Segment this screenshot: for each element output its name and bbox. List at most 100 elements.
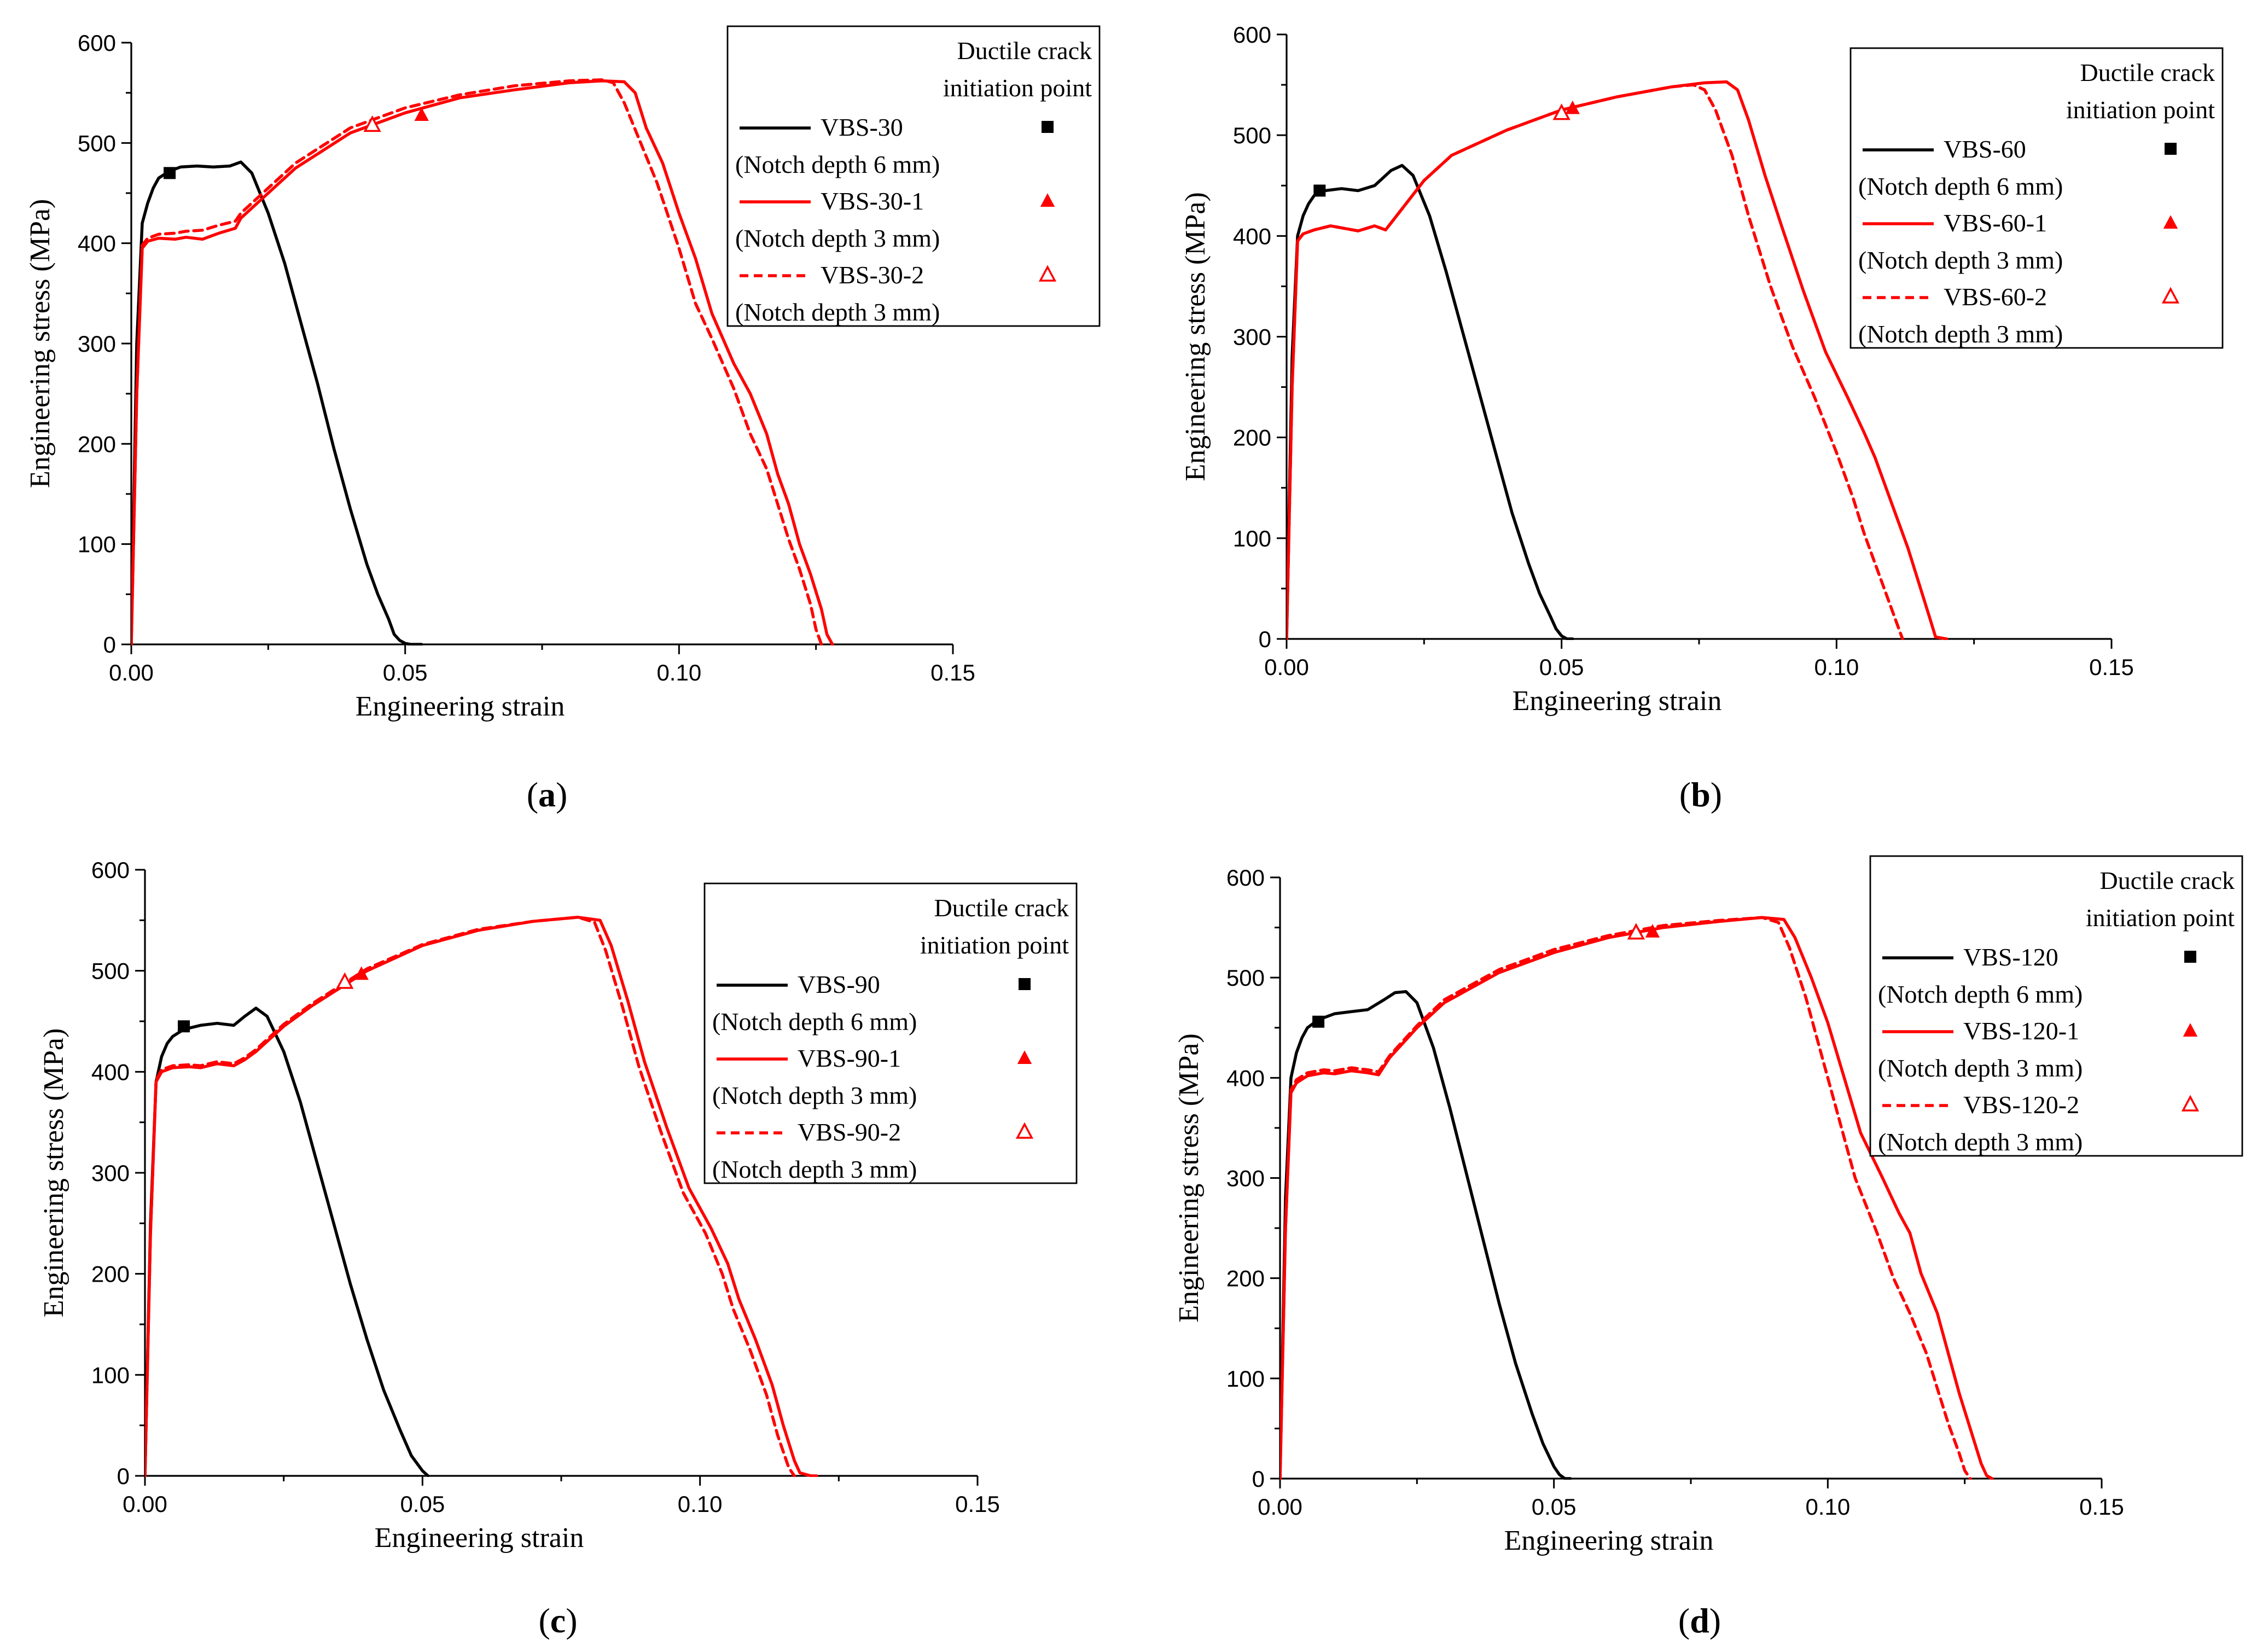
y-tick-label: 0 [103, 632, 116, 658]
legend-marker-triangle-filled [2183, 1023, 2198, 1037]
y-tick-label: 600 [78, 30, 116, 56]
panel-label: (c) [538, 1601, 577, 1640]
chart-panel-a: 0.00 0.05 0.10 0.15 0 100 200 300 400 500 600 Engin… [0, 0, 1125, 826]
chart-svg-c: 0.00 0.05 0.10 0.15 0 100 200 300 400 500 600 Engin… [38, 857, 1078, 1640]
legend-series-name: VBS-60-1 [1944, 209, 2047, 237]
legend-marker-square [2184, 951, 2196, 963]
series-line-vbs-90-2 [145, 916, 796, 1477]
chart-svg-a: 0.00 0.05 0.10 0.15 0 100 200 300 400 500 600 Engin… [25, 25, 1101, 814]
y-tick-label: 100 [1233, 526, 1271, 551]
legend-series-note: (Notch depth 3 mm) [1878, 1054, 2083, 1082]
legend-series-name: VBS-30 [821, 113, 903, 141]
legend-series-name: VBS-30-2 [821, 261, 924, 289]
legend-header: initiation point [2086, 904, 2235, 932]
crack-point-marker-vbs-90-1 [354, 966, 369, 980]
chart-panel-b: 0.00 0.05 0.10 0.15 0 100 200 300 400 500 600 Engin… [1125, 0, 2251, 826]
series-line-vbs-90 [145, 1007, 430, 1477]
y-axis-title: Engineering stress (MPa) [1180, 192, 1211, 481]
legend-series-name: VBS-120-2 [1963, 1091, 2079, 1119]
legend-series-note: (Notch depth 6 mm) [1878, 980, 2083, 1008]
y-tick-label: 100 [91, 1362, 130, 1388]
legend-series-name: VBS-30-1 [821, 187, 924, 215]
y-tick-label: 300 [78, 331, 116, 357]
legend-marker-square [1019, 978, 1031, 990]
y-tick-label: 200 [78, 431, 116, 457]
y-tick-label: 200 [1233, 425, 1271, 451]
legend-series-note: (Notch depth 6 mm) [712, 1008, 917, 1036]
legend-header: initiation point [943, 74, 1092, 102]
legend-series-name: VBS-120-1 [1963, 1017, 2079, 1045]
legend-marker-square [1042, 121, 1054, 133]
crack-point-marker-vbs-90-2 [336, 972, 354, 989]
y-tick-label: 100 [78, 532, 116, 557]
panel-label: (b) [1679, 775, 1722, 814]
legend-series-name: VBS-90-1 [798, 1044, 901, 1072]
y-tick-label: 600 [91, 857, 130, 883]
legend-header: initiation point [920, 931, 1069, 959]
y-tick-label: 600 [1226, 865, 1265, 891]
x-tick-label: 0.15 [2089, 654, 2134, 680]
x-tick-label: 0.10 [656, 660, 701, 685]
legend-series-note: (Notch depth 3 mm) [1858, 320, 2063, 348]
y-tick-label: 300 [1226, 1166, 1265, 1191]
legend-header: Ductile crack [2080, 59, 2215, 86]
legend-marker-triangle-filled [2163, 215, 2178, 229]
y-tick-label: 500 [91, 958, 130, 984]
y-tick-label: 0 [1252, 1466, 1265, 1492]
legend-series-note: (Notch depth 3 mm) [712, 1081, 917, 1109]
y-tick-label: 600 [1233, 22, 1271, 48]
legend-series-name: VBS-60-2 [1944, 283, 2047, 311]
x-tick-label: 0.00 [1258, 1494, 1302, 1520]
chart-svg-d: 0.00 0.05 0.10 0.15 0 100 200 300 400 500 600 Engin… [1173, 855, 2243, 1640]
crack-point-marker-vbs-30 [164, 167, 176, 179]
y-tick-label: 500 [1226, 965, 1265, 991]
legend-series-note: (Notch depth 6 mm) [735, 150, 940, 178]
panel-label: (a) [527, 775, 568, 814]
series-line-vbs-60 [1287, 164, 1574, 640]
crack-point-marker-vbs-120-2 [1627, 923, 1645, 940]
crack-point-marker-vbs-120-1 [1645, 924, 1660, 938]
legend-series-name: VBS-120 [1963, 943, 2058, 971]
legend-marker-triangle-open [1038, 265, 1057, 282]
legend-header: Ductile crack [957, 37, 1092, 65]
y-tick-label: 0 [117, 1463, 130, 1489]
legend-series-note: (Notch depth 3 mm) [712, 1155, 917, 1183]
y-axis-title: Engineering stress (MPa) [1173, 1033, 1205, 1323]
series-line-vbs-30-2 [131, 78, 823, 645]
crack-point-marker-vbs-30-2 [363, 115, 381, 132]
legend-header: Ductile crack [2100, 866, 2235, 894]
legend-series-name: VBS-90 [798, 970, 880, 998]
x-axis-title: Engineering strain [1513, 685, 1722, 717]
x-axis-title: Engineering strain [375, 1522, 584, 1554]
legend-series-note: (Notch depth 3 mm) [735, 298, 940, 326]
y-axis-title: Engineering stress (MPa) [38, 1028, 69, 1318]
x-tick-label: 0.05 [383, 660, 428, 685]
y-tick-label: 300 [1233, 324, 1271, 350]
legend-marker-triangle-open [2181, 1095, 2200, 1112]
legend-marker-triangle-open [2161, 287, 2180, 304]
y-tick-label: 200 [1226, 1266, 1265, 1292]
x-tick-label: 0.10 [1814, 654, 1859, 680]
series-line-vbs-120 [1280, 990, 1572, 1480]
legend-marker-square [2165, 143, 2177, 155]
y-axis-title: Engineering stress (MPa) [25, 199, 56, 488]
crack-point-marker-vbs-30-1 [414, 107, 429, 121]
crack-point-marker-vbs-60 [1313, 184, 1326, 197]
series-line-vbs-60-1 [1287, 80, 1948, 640]
chart-svg-b: 0.00 0.05 0.10 0.15 0 100 200 300 400 500 600 Engin… [1180, 22, 2224, 814]
legend-header: Ductile crack [934, 894, 1069, 922]
x-tick-label: 0.05 [1532, 1494, 1577, 1520]
legend-series-name: VBS-60 [1944, 135, 2026, 163]
y-tick-label: 400 [78, 231, 116, 257]
series-line-vbs-120-1 [1280, 916, 1994, 1480]
x-axis-title: Engineering strain [356, 691, 565, 722]
legend-marker-triangle-open [1015, 1122, 1034, 1139]
series-line-vbs-120-2 [1280, 916, 1972, 1480]
x-tick-label: 0.05 [400, 1491, 445, 1517]
x-tick-label: 0.00 [109, 660, 154, 685]
y-tick-label: 400 [91, 1059, 130, 1085]
panel-label: (d) [1678, 1601, 1721, 1640]
x-tick-label: 0.15 [955, 1491, 1000, 1517]
legend-header: initiation point [2066, 96, 2215, 124]
x-tick-label: 0.10 [1805, 1494, 1850, 1520]
